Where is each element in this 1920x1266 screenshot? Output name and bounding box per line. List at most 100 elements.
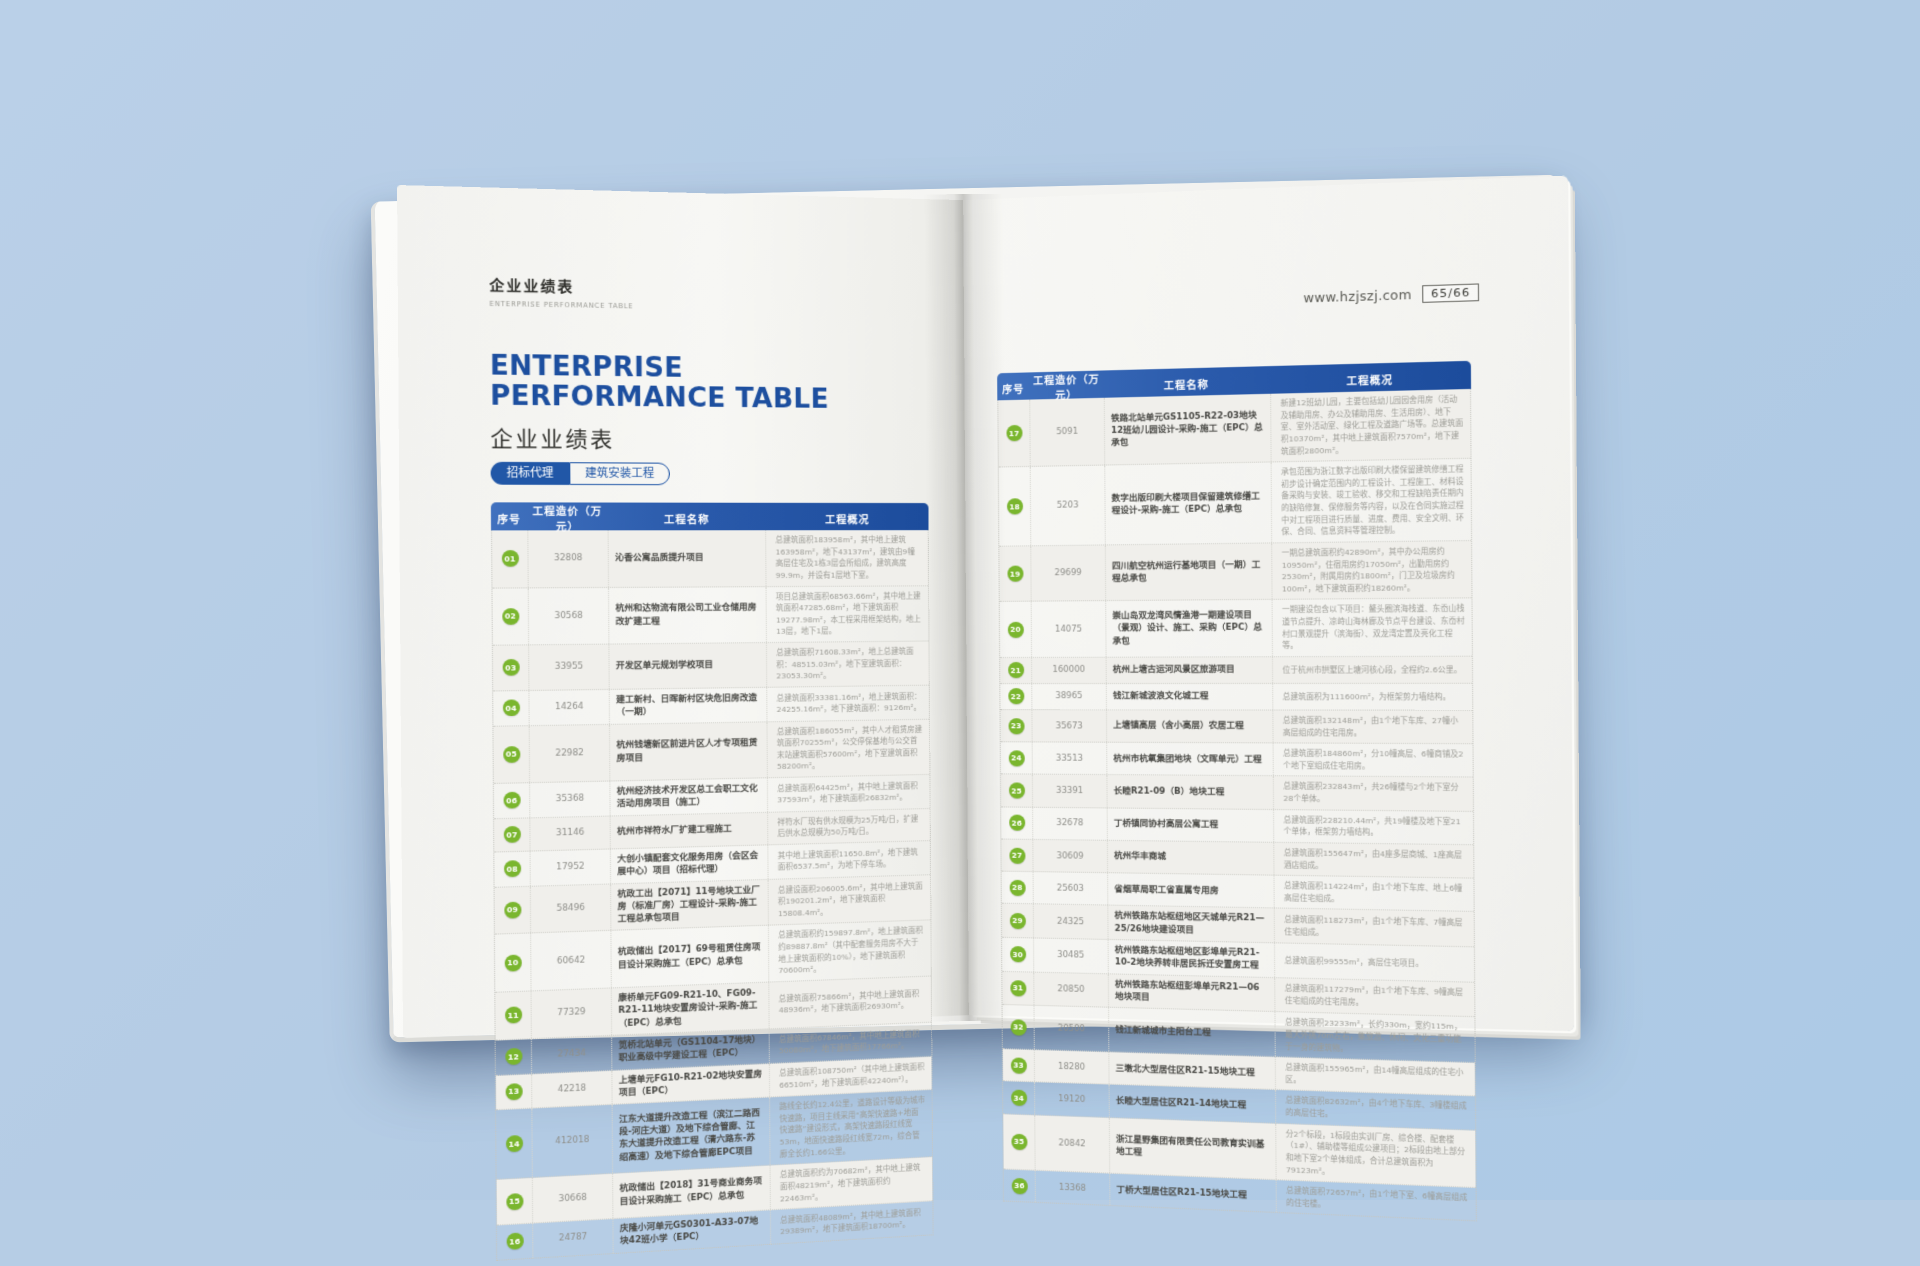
project-name: 数字出版印刷大楼项目保留建筑修缮工程设计-采购-施工（EPC）总承包 (1105, 462, 1273, 545)
project-overview: 总建筑面积72657m²，由1个地下室、6幢高层组成的住宅楼。 (1286, 1185, 1468, 1209)
project-overview: 项目总建筑面积68563.66m²，其中地上建筑面积47285.68m²，地下建… (775, 590, 921, 637)
project-overview: 总建筑面积为111600m²，为框架剪力墙结构。 (1282, 691, 1451, 702)
project-name: 钱江新城波浪文化城工程 (1106, 683, 1274, 710)
project-overview: 总建筑面积23233m²，长约330m，宽约115m，最大外挑70m左右，集旅游… (1284, 1017, 1463, 1053)
col-header-name: 工程名称 (663, 514, 710, 526)
project-overview: 总建筑面积186055m²，其中人才租赁房建筑面积70255m²，公交停保基地与… (776, 724, 923, 772)
project-name: 杭政储出【2017】69号租赁住房项目设计采购施工（EPC）总承包 (611, 926, 770, 988)
project-name: 杭州上塘古运河风景区旅游项目 (1106, 657, 1274, 683)
project-overview: 总建筑面积114224m²，由1个地下车库、地上6幢高层住宅组成。 (1283, 881, 1463, 904)
tag-bidding-agency: 招标代理 (490, 461, 570, 485)
project-name: 笕桥北站单元（GS1104-17地块）职业高级中学建设工程（EPC） (612, 1029, 770, 1070)
project-overview: 总建筑面积约为70682m²，其中地上建筑面积48219m²，地下建筑面积约22… (779, 1162, 921, 1204)
project-overview: 总建筑面积183958m²，其中地上建筑163958m²，地下43137m²，建… (775, 535, 915, 580)
col-header-name: 工程名称 (1163, 379, 1209, 392)
book-mockup: 企业业绩表 ENTERPRISE PERFORMANCE TABLE ENTER… (370, 174, 1578, 1261)
project-cost-value: 35368 (530, 781, 611, 817)
project-name: 大创小镇配套文化服务用房（会区会展中心）项目（招标代理） (610, 845, 769, 883)
tag-construction-installation: 建筑安装工程 (569, 462, 670, 486)
project-cost-value: 24325 (1033, 904, 1109, 939)
project-overview: 总建设面积206005.6m²，其中地上建筑面积190201.2m²，地下建筑面… (777, 880, 923, 919)
page-title-cn: 企业业绩表 (490, 426, 615, 452)
project-cost-value: 17952 (530, 849, 612, 886)
project-cost-value: 20500 (1034, 1006, 1110, 1052)
page-eyebrow: 企业业绩表 ENTERPRISE PERFORMANCE TABLE (489, 275, 633, 311)
performance-table-right: 序号 工程造价（万元） 工程名称 工程概况 17 5091 铁路北站单元GS11… (997, 360, 1477, 1222)
row-number-badge: 31 (1009, 980, 1026, 997)
project-cost-value: 20842 (1035, 1115, 1111, 1173)
project-cost-value: 29699 (1031, 545, 1107, 602)
row-number-badge: 23 (1008, 717, 1025, 734)
project-name: 浙江星野集团有限责任公司教育实训基地工程 (1109, 1117, 1277, 1180)
col-header-no: 序号 (1002, 384, 1025, 396)
project-name: 杭州市杭氧集团地块（文晖单元）工程 (1107, 742, 1274, 776)
project-overview: 总建筑面积约159897.8m²，地上建筑面积约89887.8m²（其中配套服务… (778, 926, 924, 976)
project-cost-value: 30485 (1034, 938, 1109, 973)
project-cost-value: 30668 (532, 1174, 614, 1223)
project-name: 杭州经济技术开发区总工会职工文化活动用房项目（施工） (610, 778, 769, 816)
project-name: 铁路北站单元GS1105-R22-03地块12班幼儿园设计-采购-施工（EPC）… (1104, 393, 1272, 465)
row-number-badge: 03 (502, 659, 520, 677)
row-number-badge: 11 (504, 1006, 522, 1025)
row-number-badge: 01 (501, 550, 519, 567)
project-name: 杭州铁路东站枢纽地区天城单元R21—25/26地块建设项目 (1108, 905, 1275, 943)
row-number-badge: 13 (505, 1082, 523, 1101)
project-name: 杭州铁路东站枢纽地区彭埠单元R21-10-2地块养转非居民拆迁安置房工程 (1108, 939, 1276, 977)
project-overview: 路线全长约12.4公里，道路设计等级为城市快速路，项目主线采用“高架快速路+地面… (779, 1095, 925, 1159)
col-header-no: 序号 (497, 514, 521, 526)
project-overview: 祥符水厂现有供水规模为25万吨/日，扩建后供水总规模为50万吨/日。 (777, 813, 919, 839)
project-cost-value: 22982 (529, 724, 611, 783)
page-header: www.hzjszj.com 65/66 (1303, 283, 1480, 306)
col-header-overview: 工程概况 (825, 514, 870, 526)
project-name: 杭州铁路东站枢纽彭埠单元R21—06地块项目 (1108, 973, 1276, 1012)
project-overview: 承包范围为浙江数字出版印刷大楼保留建筑修缮工程初步设计确定范围内的工程设计、工程… (1281, 464, 1464, 537)
row-number-badge: 15 (505, 1192, 523, 1211)
project-cost-value: 5203 (1030, 465, 1106, 546)
row-number-badge: 26 (1008, 814, 1025, 832)
project-overview: 新建12班幼儿园，主要包括幼儿园园舍用房（活动及辅助用房、办公及辅助用房、生活用… (1280, 394, 1464, 456)
row-number-badge: 09 (503, 901, 521, 919)
row-number-badge: 05 (502, 745, 520, 763)
project-cost-value: 32678 (1033, 807, 1108, 840)
project-cost-value: 20850 (1034, 972, 1110, 1007)
row-number-badge: 08 (503, 860, 521, 878)
project-overview: 总建筑面积82632m²，由4个地下车库、3幢楼组成的高层住宅。 (1285, 1095, 1467, 1119)
row-number-badge: 27 (1008, 847, 1025, 864)
row-number-badge: 34 (1010, 1089, 1027, 1107)
project-name: 开发区单元规划学校项目 (609, 643, 768, 689)
project-overview: 一期总建筑面积约42890m²，其中办公用房约10950m²，住宿用房约1705… (1281, 546, 1456, 594)
row-number-badge: 33 (1010, 1057, 1027, 1074)
row-number-badge: 30 (1009, 946, 1026, 963)
project-overview: 总建筑面积228210.44m²，共19幢楼及地下室21个单体，框架剪力墙结构。 (1283, 814, 1461, 838)
row-number-badge: 19 (1006, 565, 1024, 582)
row-number-badge: 02 (501, 607, 519, 625)
project-name: 沁香公寓品质提升项目 (608, 530, 767, 587)
project-name: 四川航空杭州运行基地项目（一期）工程总承包 (1105, 543, 1273, 601)
project-cost-value: 27434 (531, 1035, 613, 1073)
project-cost-value: 19120 (1035, 1082, 1110, 1117)
project-name: 康桥单元FG09-R21-10、FG09-R21-11地块安置房设计-采购-施工… (611, 982, 770, 1035)
project-name: 丁桥大型居住区R21-15地块工程 (1110, 1173, 1277, 1213)
table-row: 22 38965 钱江新城波浪文化城工程 总建筑面积为111600m²，为框架剪… (1000, 683, 1473, 711)
project-cost-value: 13368 (1035, 1170, 1111, 1206)
project-name: 杭政工出【2071】11号地块工业厂房（标准厂房）工程设计-采购-施工工程总承包… (611, 879, 769, 931)
project-name: 杭州和达物流有限公司工业仓储用房改扩建工程 (609, 586, 767, 644)
table-row: 19 29699 四川航空杭州运行基地项目（一期）工程总承包 一期总建筑面积约4… (999, 540, 1472, 603)
project-name: 杭州钱塘新区前进片区人才专项租赁房项目 (609, 721, 768, 781)
project-overview: 总建筑面积184860m²，分10幢高层、6幢商铺及2个地下室组成住宅用房。 (1283, 748, 1464, 771)
eyebrow-title-en: ENTERPRISE PERFORMANCE TABLE (489, 299, 634, 311)
project-name: 江东大道提升改造工程（滨江二路西段-河庄大道）及地下综合管廊、江东大道提升改造工… (612, 1097, 771, 1173)
row-number-badge: 12 (504, 1048, 522, 1066)
project-cost-value: 14264 (529, 689, 610, 725)
project-overview: 总建筑面积75866m²，其中地上建筑面积48936m²，地下建筑面积26930… (778, 988, 920, 1016)
row-number-badge: 07 (503, 826, 521, 844)
project-name: 上塘镇高层（含小高层）农居工程 (1106, 710, 1274, 743)
project-overview: 总建筑面积71608.33m²，地上总建筑面积：48515.03m²，地下室建筑… (776, 646, 914, 681)
row-number-badge: 24 (1008, 750, 1025, 767)
project-cost-value: 60642 (531, 931, 612, 991)
website-url: www.hzjszj.com (1303, 286, 1412, 306)
table-row: 02 30568 杭州和达物流有限公司工业仓储用房改扩建工程 项目总建筑面积68… (492, 585, 929, 646)
project-overview: 分2个标段，1标段由实训厂房、综合楼、配套楼（1#）、辅助楼等组成公建项目；2标… (1285, 1128, 1466, 1176)
project-name: 长睦R21-09（B）地块工程 (1107, 775, 1275, 809)
